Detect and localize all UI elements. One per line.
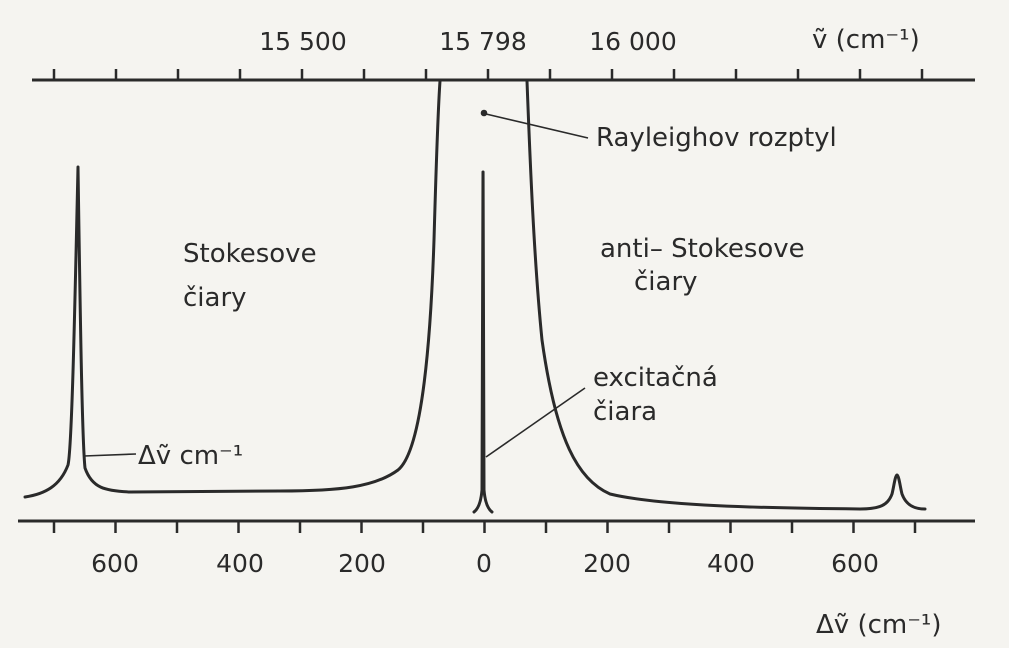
bottom-tick-label-600-left: 600 bbox=[91, 549, 139, 578]
rayleigh-label: Rayleighov rozptyl bbox=[596, 123, 837, 153]
bottom-tick-label-600-right: 600 bbox=[831, 549, 879, 578]
bottom-tick-label-400-left: 400 bbox=[216, 549, 264, 578]
top-axis: 15 500 15 798 16 000 ṽ (cm⁻¹) bbox=[32, 25, 975, 82]
bottom-axis: 600 400 200 0 200 400 600 Δṽ (cm⁻¹) bbox=[18, 519, 975, 640]
leader-lines bbox=[83, 109, 589, 458]
top-axis-minor-ticks bbox=[52, 69, 924, 80]
bottom-axis-unit-label: Δṽ (cm⁻¹) bbox=[816, 610, 942, 640]
bottom-tick-label-200-right: 200 bbox=[583, 549, 631, 578]
bottom-tick-label-0: 0 bbox=[476, 549, 492, 578]
rayleigh-right-wing-curve bbox=[525, 79, 862, 511]
top-tick-label-15500: 15 500 bbox=[259, 27, 346, 56]
delta-wavenumber-label: Δṽ cm⁻¹ bbox=[138, 441, 243, 471]
rayleigh-leader-line bbox=[485, 113, 589, 139]
annotations: Rayleighov rozptyl Stokesove čiary anti–… bbox=[138, 123, 837, 471]
top-tick-label-16000: 16 000 bbox=[589, 27, 676, 56]
antistokes-label-line2: čiary bbox=[634, 267, 698, 297]
spectrum-curves bbox=[23, 79, 927, 514]
bottom-tick-label-400-right: 400 bbox=[707, 549, 755, 578]
excitation-line-curve bbox=[472, 170, 494, 514]
bottom-axis-ticks bbox=[52, 521, 917, 533]
excitation-label-line1: excitačná bbox=[593, 363, 718, 393]
top-tick-label-15798: 15 798 bbox=[439, 27, 526, 56]
antistokes-peak-curve bbox=[858, 473, 927, 511]
stokes-peak-curve bbox=[23, 165, 132, 499]
rayleigh-leader-dot bbox=[480, 109, 488, 117]
excitation-label-line2: čiara bbox=[593, 397, 657, 427]
antistokes-label-line1: anti– Stokesove bbox=[600, 234, 805, 264]
delta-leader-line bbox=[83, 453, 137, 457]
excitation-leader-line bbox=[485, 387, 586, 458]
stokes-label-line2: čiary bbox=[183, 283, 247, 313]
bottom-tick-label-200-left: 200 bbox=[338, 549, 386, 578]
top-axis-unit-label: ṽ (cm⁻¹) bbox=[812, 25, 920, 55]
stokes-label-line1: Stokesove bbox=[183, 239, 317, 269]
rayleigh-left-wing-curve bbox=[128, 79, 442, 494]
